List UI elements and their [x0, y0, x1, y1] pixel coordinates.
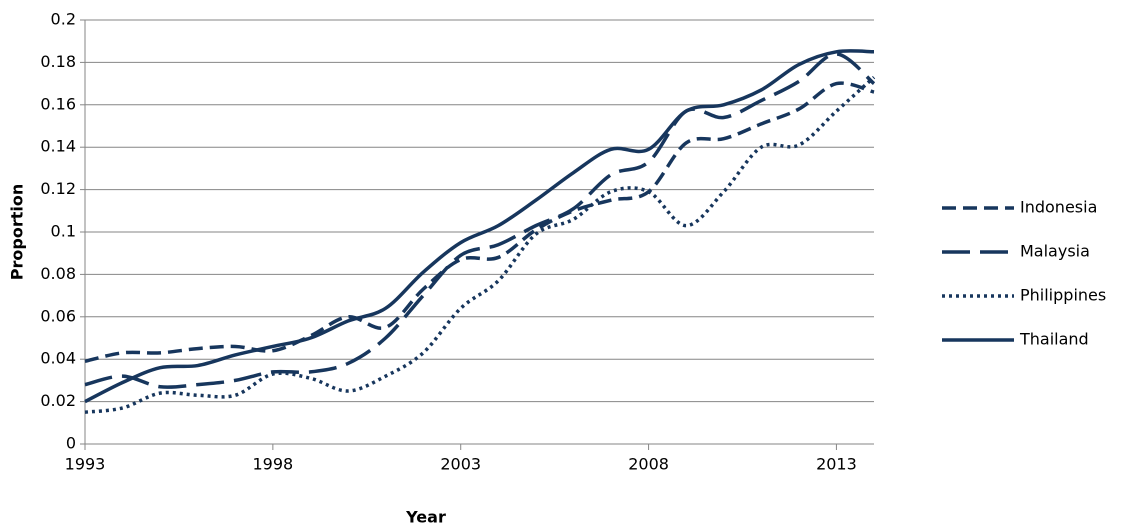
- line: [84, 81, 875, 364]
- y-tick-label: 0.02: [40, 391, 76, 410]
- x-axis-title: Year: [405, 508, 446, 527]
- y-tick-label: 0: [66, 434, 76, 453]
- y-tick-label: 0.12: [40, 179, 76, 198]
- y-tick-label: 0.18: [40, 52, 76, 71]
- y-tick-label: 0.16: [40, 94, 76, 113]
- legend-label: Thailand: [1019, 330, 1089, 349]
- x-tick-label: 2013: [816, 455, 857, 474]
- legend-label: Philippines: [1020, 286, 1106, 305]
- y-tick-label: 0.2: [51, 10, 76, 29]
- y-tick-label: 0.08: [40, 264, 76, 283]
- legend-label: Indonesia: [1020, 198, 1097, 217]
- y-tick-label: 0.04: [40, 349, 76, 368]
- line: [84, 49, 875, 404]
- x-tick-label: 2008: [628, 455, 669, 474]
- x-tick-label: 1998: [252, 455, 293, 474]
- line: [84, 75, 876, 414]
- line: [84, 52, 876, 389]
- x-tick-label: 1993: [65, 455, 106, 474]
- x-tick-label: 2003: [440, 455, 481, 474]
- y-axis-title: Proportion: [8, 184, 27, 280]
- legend-label: Malaysia: [1020, 242, 1090, 261]
- y-tick-label: 0.14: [40, 137, 76, 156]
- y-tick-label: 0.1: [51, 222, 76, 241]
- y-tick-label: 0.06: [40, 306, 76, 325]
